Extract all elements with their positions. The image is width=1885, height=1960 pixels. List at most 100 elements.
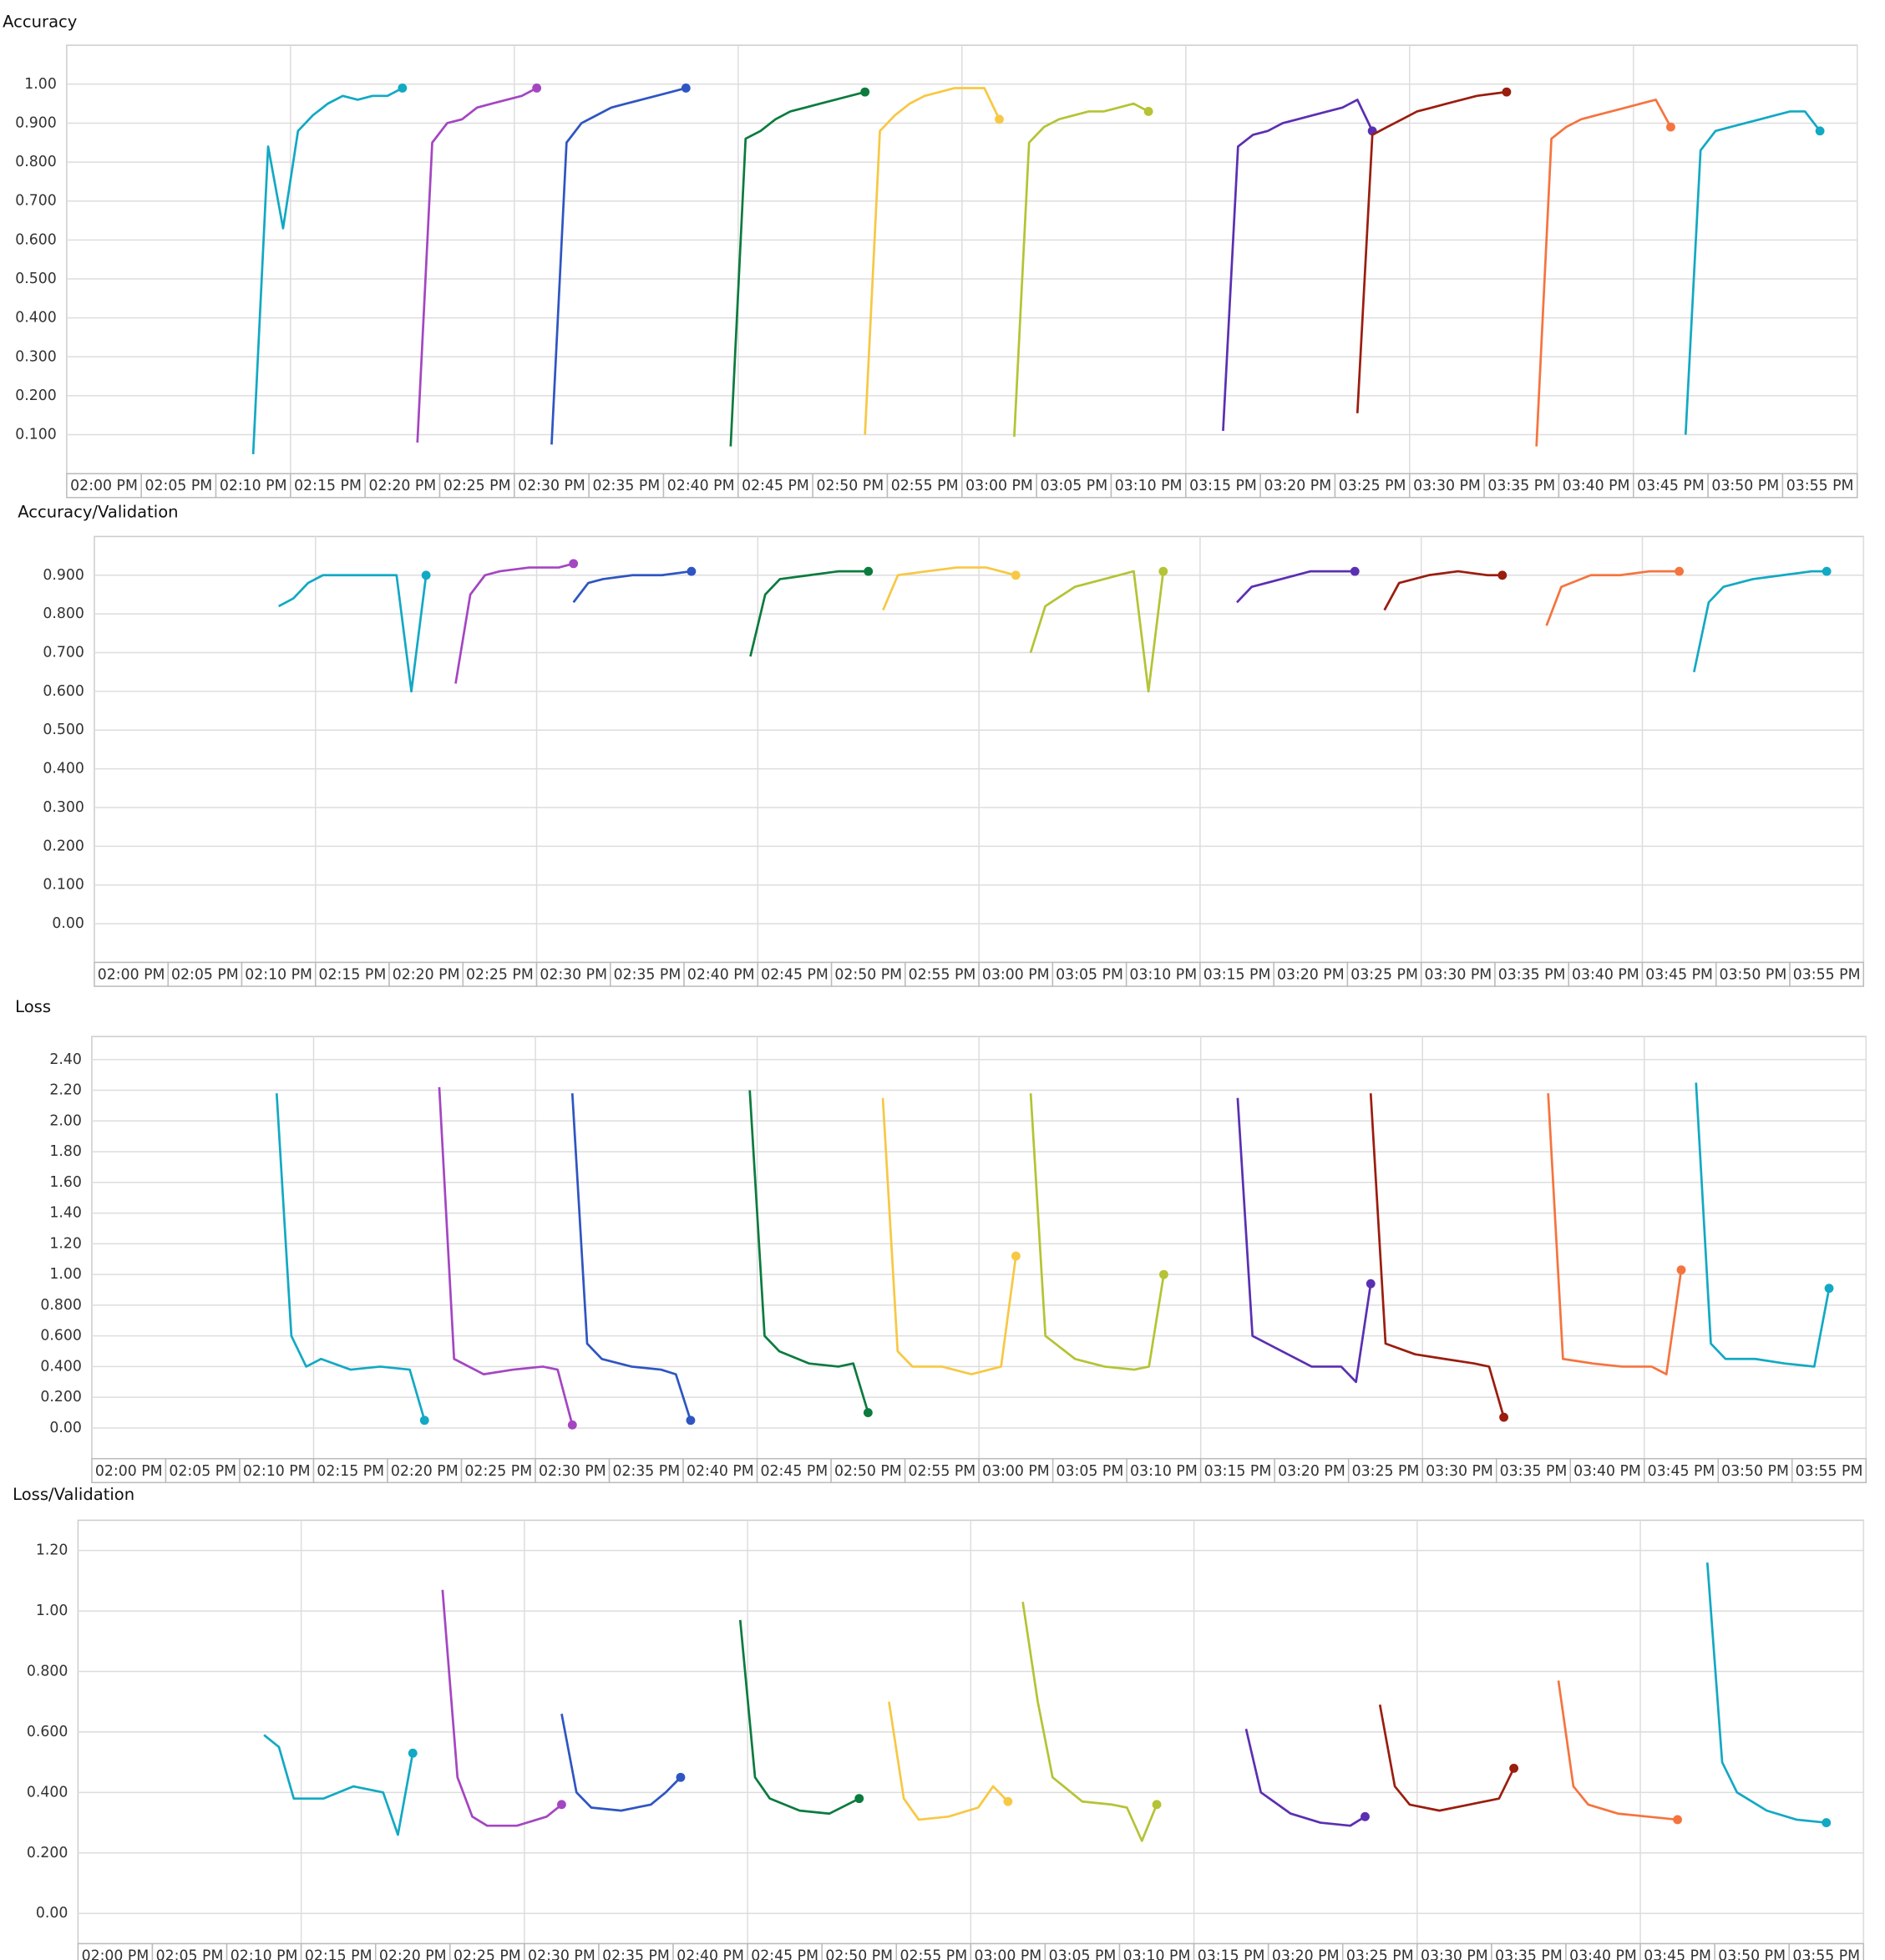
y-tick-label: 2.40 [49,1051,82,1068]
series-line [441,1589,563,1827]
x-tick-label: 03:20 PM [1278,1463,1345,1480]
x-tick-cell [1347,1457,1423,1484]
series-line [550,87,687,445]
y-tick-label: 0.100 [43,877,84,894]
x-tick-label: 03:50 PM [1718,1947,1786,1960]
y-tick-label: 0.600 [27,1724,68,1740]
end-point [1824,1284,1834,1294]
x-tick-cell [165,1457,241,1484]
x-tick-cell [588,473,665,499]
series-line [416,87,538,443]
x-tick-label: 03:35 PM [1487,478,1555,494]
end-point [1666,122,1675,132]
y-tick-label: 0.500 [43,722,84,738]
end-point [995,114,1004,124]
chart-title: Accuracy/Validation [18,502,178,521]
y-tick-label: 1.00 [49,1266,82,1283]
end-point [567,1420,577,1430]
x-tick-label: 03:05 PM [1040,478,1107,494]
x-tick-label: 02:30 PM [518,478,585,494]
x-tick-cell [830,1457,906,1484]
y-tick-label: 0.100 [15,427,57,443]
y-tick-label: 0.200 [27,1845,68,1861]
x-tick-label: 03:50 PM [1721,1463,1789,1480]
y-tick-label: 0.600 [15,231,57,248]
x-tick-label: 03:35 PM [1495,1947,1563,1960]
series-line [438,1086,574,1426]
x-tick-label: 02:55 PM [909,1463,976,1480]
y-tick-label: 0.700 [15,193,57,210]
x-tick-label: 02:25 PM [464,1463,532,1480]
x-tick-label: 02:30 PM [539,1463,606,1480]
x-tick-cell [1788,1942,1865,1960]
y-tick-label: 0.200 [43,838,84,854]
x-tick-label: 02:00 PM [95,1463,163,1480]
y-tick-label: 0.900 [43,567,84,584]
x-tick-cell [535,1457,611,1484]
y-tick-label: 2.20 [49,1082,82,1099]
x-tick-label: 03:25 PM [1339,478,1406,494]
series-line [560,1714,682,1812]
y-tick-label: 0.00 [52,915,84,932]
end-point [863,1408,873,1417]
x-tick-cell [1259,473,1336,499]
x-tick-label: 02:25 PM [454,1947,521,1960]
x-tick-label: 03:30 PM [1424,966,1492,983]
series-line [1369,1093,1505,1418]
end-point [686,1416,696,1426]
x-tick-cell [662,473,739,499]
series-line [278,574,428,693]
x-tick-cell [610,961,685,987]
x-tick-label: 03:15 PM [1198,1947,1265,1960]
x-tick-cell [1051,961,1127,987]
x-tick-label: 03:45 PM [1645,966,1713,983]
x-tick-label: 02:50 PM [834,1463,902,1480]
x-tick-cell [94,961,169,987]
series-line [263,1734,414,1836]
x-tick-cell [757,961,833,987]
x-tick-cell [167,961,243,987]
x-tick-cell [1569,1457,1645,1484]
end-point [676,1772,686,1782]
x-tick-label: 02:35 PM [612,1463,680,1480]
end-point [1499,1412,1508,1422]
series-line [882,566,1016,611]
x-tick-label: 02:00 PM [70,478,138,494]
x-tick-label: 03:55 PM [1792,1947,1860,1960]
chart-title: Loss [15,997,51,1016]
x-tick-label: 03:25 PM [1350,966,1418,983]
x-tick-cell [1199,1457,1275,1484]
x-tick-label: 03:00 PM [982,1463,1050,1480]
x-tick-label: 02:20 PM [379,1947,447,1960]
end-point [1143,107,1153,116]
x-tick-label: 03:55 PM [1796,1463,1863,1480]
x-tick-cell [1707,473,1784,499]
end-point [1361,1811,1370,1821]
end-point [1822,566,1832,576]
end-point [1509,1763,1519,1773]
x-tick-label: 03:05 PM [1056,966,1123,983]
series-line [749,570,869,657]
end-point [1502,87,1512,97]
x-tick-label: 02:25 PM [443,478,511,494]
x-tick-label: 03:40 PM [1573,1463,1641,1480]
x-tick-label: 02:10 PM [231,1947,298,1960]
y-tick-label: 1.00 [24,76,57,93]
y-tick-label: 0.800 [40,1297,82,1314]
y-tick-label: 0.900 [15,114,57,131]
end-point [1366,1279,1376,1289]
x-tick-label: 02:20 PM [393,966,460,983]
series-line [1029,1093,1165,1371]
series-line [1378,1704,1515,1812]
y-tick-label: 1.20 [49,1235,82,1252]
x-tick-cell [535,961,611,987]
y-tick-label: 0.700 [43,645,84,661]
series-line [1021,1602,1158,1842]
x-tick-label: 03:15 PM [1203,966,1271,983]
x-tick-label: 02:15 PM [317,1463,384,1480]
end-point [1815,126,1825,136]
x-tick-label: 02:45 PM [761,966,828,983]
x-tick-label: 02:35 PM [602,1947,670,1960]
end-point [1158,1269,1168,1279]
y-tick-label: 1.00 [36,1603,68,1619]
